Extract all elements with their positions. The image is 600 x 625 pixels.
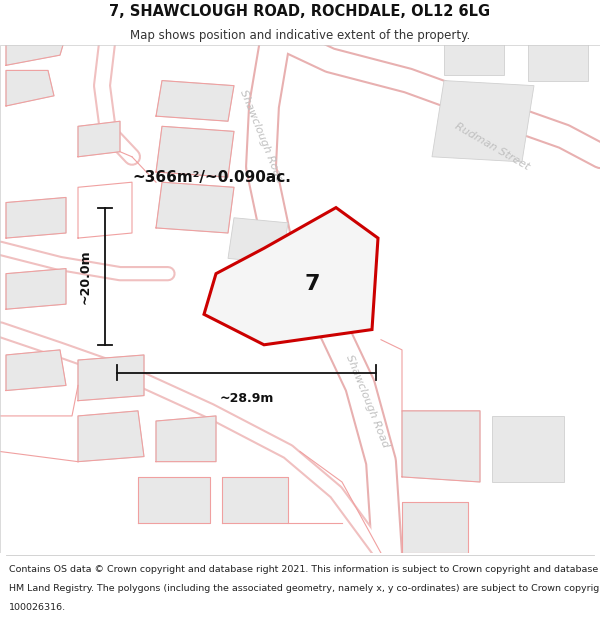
Polygon shape [78,411,144,462]
Polygon shape [402,503,468,553]
Polygon shape [6,269,66,309]
Text: Contains OS data © Crown copyright and database right 2021. This information is : Contains OS data © Crown copyright and d… [9,566,600,574]
Text: ~20.0m: ~20.0m [79,249,92,304]
Polygon shape [156,81,234,121]
Polygon shape [6,35,66,66]
Polygon shape [6,198,66,238]
Polygon shape [432,81,534,162]
Text: Map shows position and indicative extent of the property.: Map shows position and indicative extent… [130,29,470,42]
Polygon shape [492,416,564,482]
Polygon shape [78,121,120,157]
Polygon shape [138,477,210,522]
Text: Shawclough Road: Shawclough Road [344,352,391,449]
Polygon shape [78,355,144,401]
Text: 100026316.: 100026316. [9,602,66,612]
Text: 7, SHAWCLOUGH ROAD, ROCHDALE, OL12 6LG: 7, SHAWCLOUGH ROAD, ROCHDALE, OL12 6LG [109,4,491,19]
Polygon shape [402,411,480,482]
Polygon shape [6,350,66,391]
Polygon shape [444,35,504,76]
Polygon shape [222,477,288,522]
Polygon shape [228,217,288,264]
Text: ~28.9m: ~28.9m [220,392,274,405]
Text: ~366m²/~0.090ac.: ~366m²/~0.090ac. [132,169,291,184]
Polygon shape [6,71,54,106]
Polygon shape [528,35,588,81]
Polygon shape [156,416,216,462]
Text: HM Land Registry. The polygons (including the associated geometry, namely x, y c: HM Land Registry. The polygons (includin… [9,584,600,593]
Polygon shape [204,208,378,345]
Text: Rudman Street: Rudman Street [453,121,531,172]
Text: Shawclough Road: Shawclough Road [238,89,284,184]
Text: 7: 7 [304,274,320,294]
Polygon shape [156,182,234,233]
Polygon shape [156,126,234,177]
